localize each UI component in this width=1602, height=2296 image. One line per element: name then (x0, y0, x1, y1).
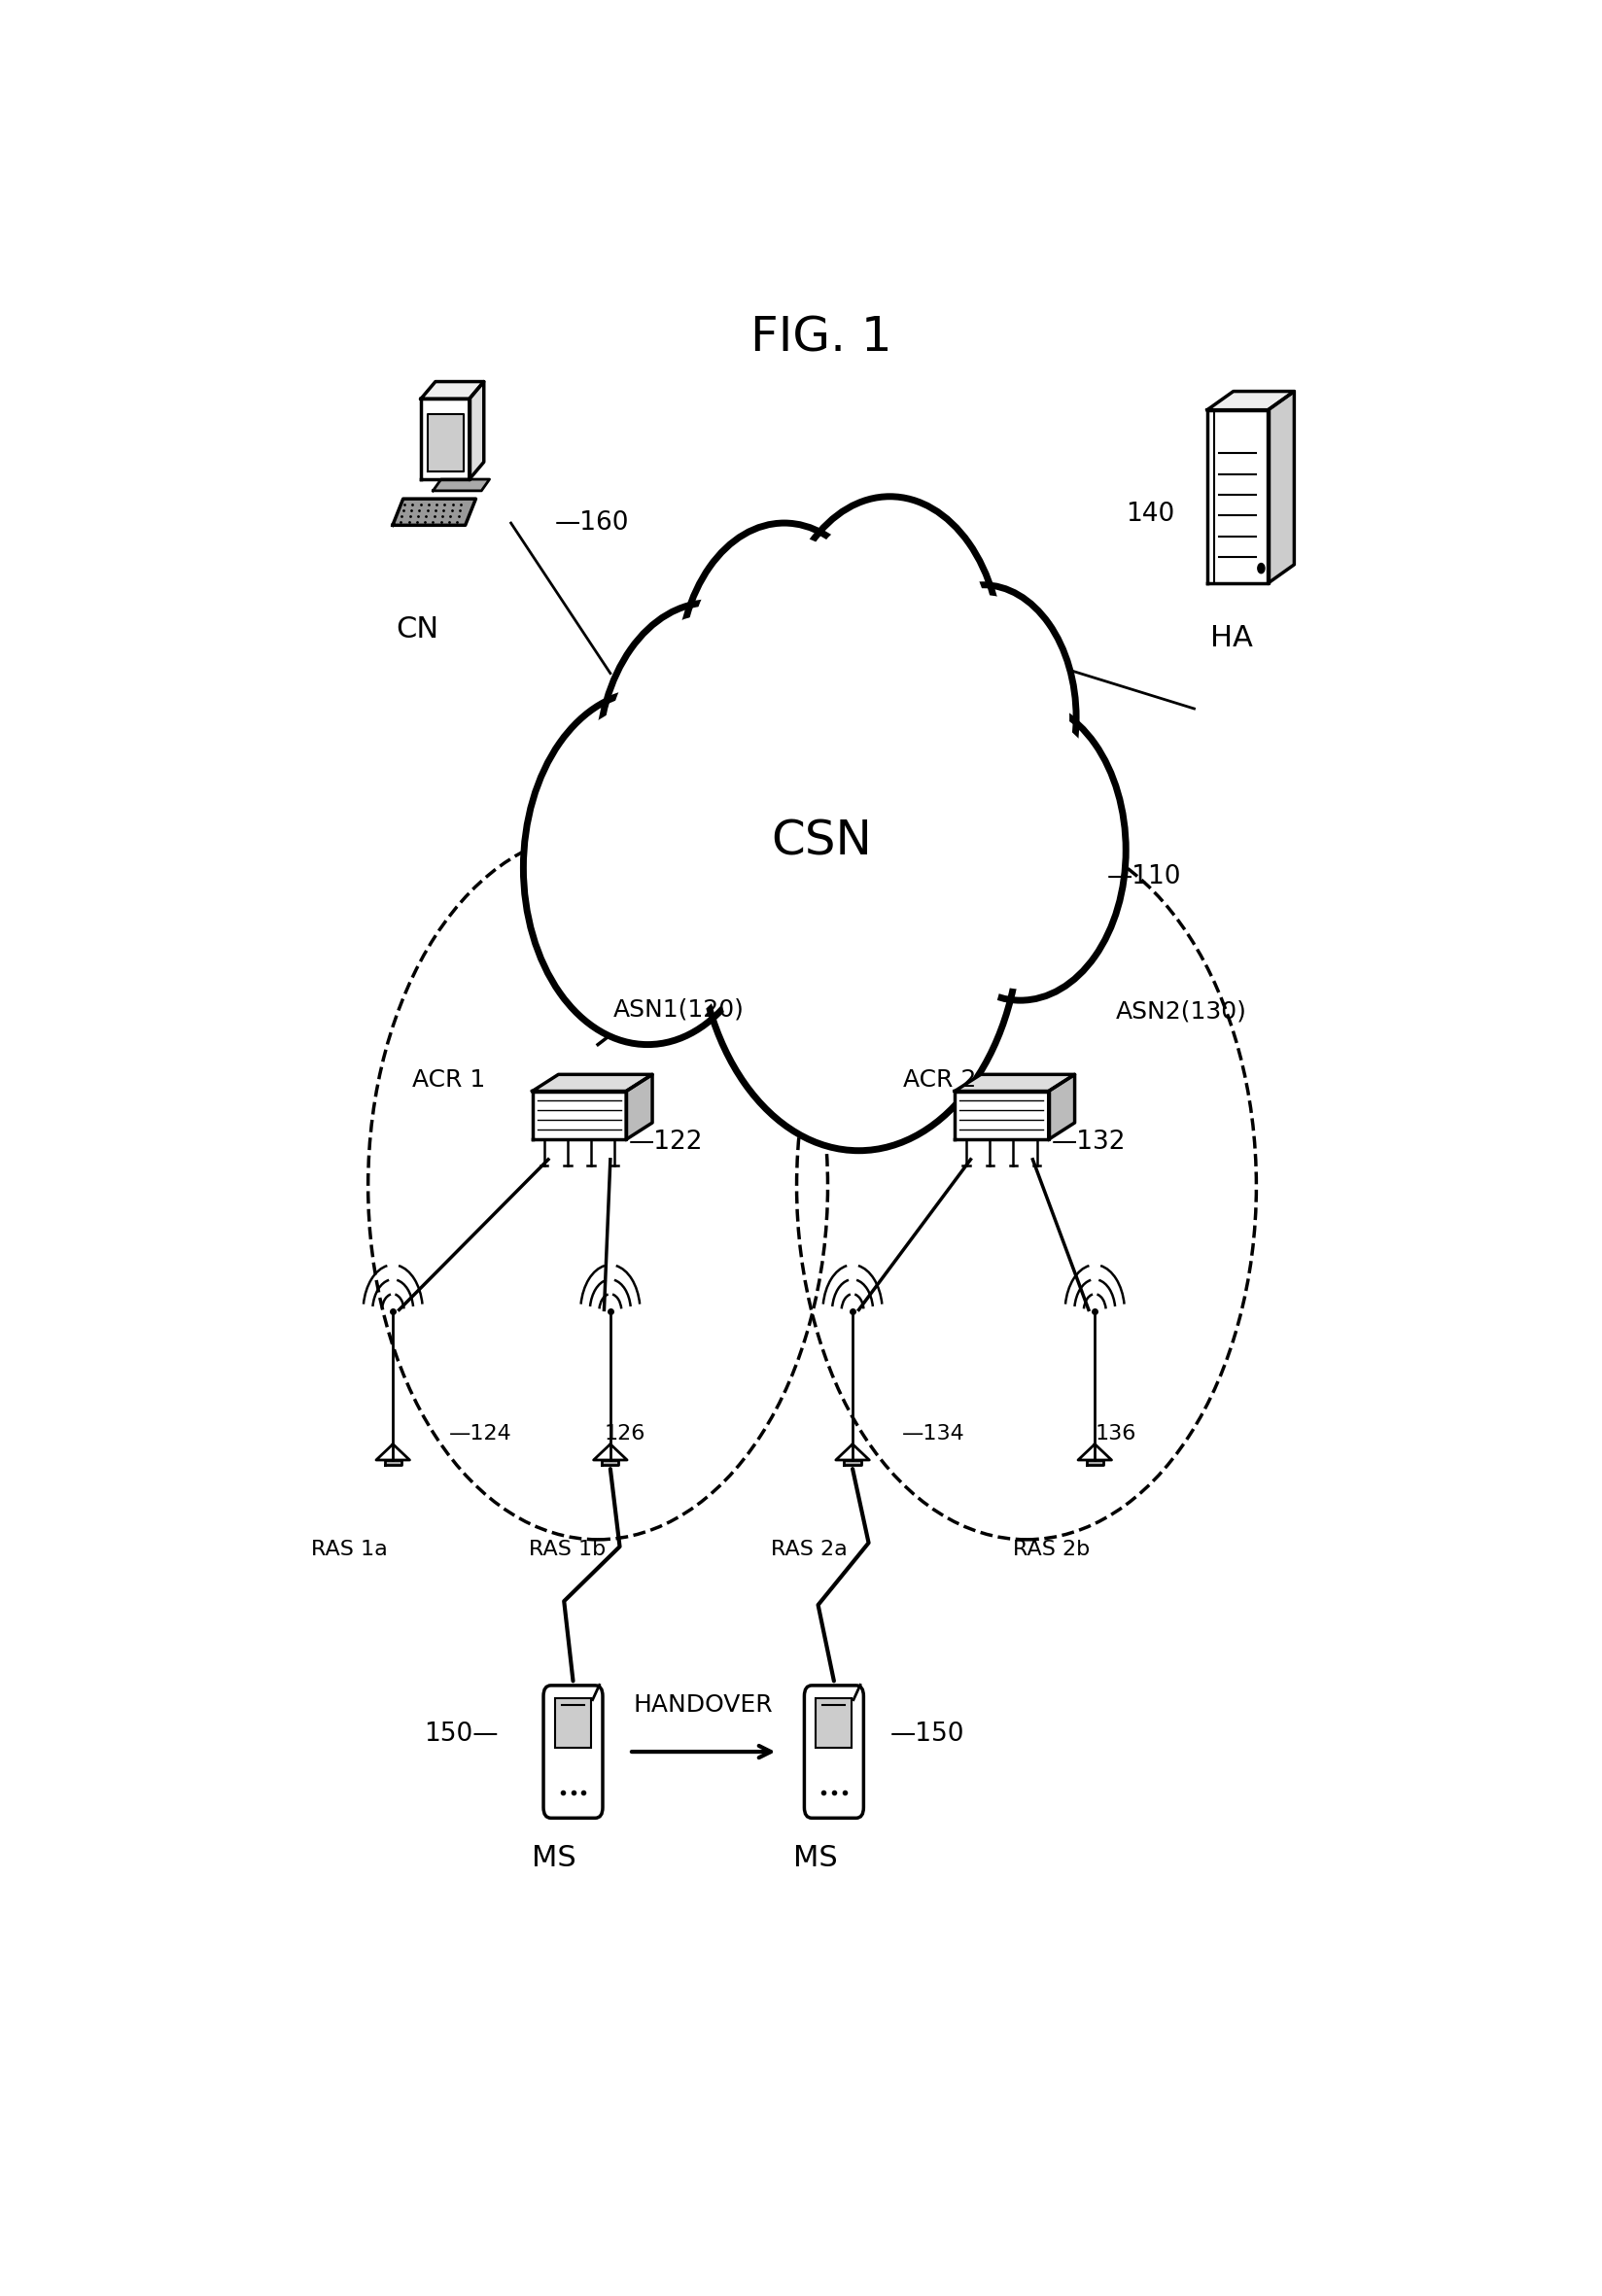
Polygon shape (428, 413, 463, 471)
Text: 150—: 150— (425, 1722, 498, 1747)
Circle shape (697, 691, 1020, 1150)
Circle shape (607, 615, 812, 909)
Text: —134: —134 (902, 1424, 964, 1444)
FancyBboxPatch shape (815, 1699, 851, 1747)
Polygon shape (1048, 1075, 1073, 1139)
Polygon shape (955, 1091, 1048, 1139)
Text: —160: —160 (554, 510, 628, 535)
Circle shape (923, 712, 1117, 987)
Text: MS: MS (793, 1844, 836, 1871)
Polygon shape (1086, 1460, 1102, 1465)
Text: —150: —150 (889, 1722, 964, 1747)
Polygon shape (421, 400, 469, 480)
Circle shape (897, 595, 1069, 840)
FancyBboxPatch shape (543, 1685, 602, 1818)
Text: FIG. 1: FIG. 1 (750, 315, 892, 360)
Polygon shape (1267, 390, 1293, 583)
Text: RAS 2b: RAS 2b (1012, 1541, 1089, 1559)
Circle shape (598, 602, 822, 921)
Polygon shape (593, 1444, 626, 1460)
Polygon shape (532, 1091, 626, 1139)
Polygon shape (433, 480, 489, 491)
Polygon shape (626, 1075, 652, 1139)
Polygon shape (1206, 390, 1293, 411)
FancyBboxPatch shape (554, 1699, 591, 1747)
Circle shape (1258, 563, 1264, 574)
Text: RAS 1b: RAS 1b (529, 1541, 606, 1559)
Circle shape (533, 705, 761, 1031)
Circle shape (710, 709, 1006, 1132)
Text: ACR 2: ACR 2 (902, 1068, 976, 1091)
Circle shape (889, 585, 1075, 850)
Text: —124: —124 (449, 1424, 511, 1444)
FancyBboxPatch shape (804, 1685, 863, 1818)
Text: 140: 140 (1125, 501, 1174, 526)
Polygon shape (835, 1444, 868, 1460)
Polygon shape (421, 381, 484, 400)
Text: HA: HA (1210, 625, 1253, 652)
Text: ASN2(130): ASN2(130) (1115, 999, 1246, 1022)
Text: —132: —132 (1051, 1130, 1125, 1155)
Polygon shape (469, 381, 484, 480)
Text: MS: MS (532, 1844, 577, 1871)
Polygon shape (955, 1075, 1073, 1091)
Text: —122: —122 (628, 1130, 703, 1155)
Circle shape (687, 535, 881, 810)
Circle shape (787, 510, 992, 801)
Circle shape (915, 700, 1125, 1001)
Polygon shape (384, 1460, 400, 1465)
Text: CN: CN (396, 615, 439, 643)
Text: HANDOVER: HANDOVER (633, 1692, 772, 1717)
Circle shape (678, 523, 889, 824)
Polygon shape (1206, 411, 1267, 583)
Text: 126: 126 (604, 1424, 646, 1444)
Polygon shape (532, 1075, 652, 1091)
Circle shape (777, 496, 1001, 815)
Text: RAS 2a: RAS 2a (771, 1541, 847, 1559)
Text: RAS 1a: RAS 1a (311, 1541, 388, 1559)
Text: ASN1(120): ASN1(120) (612, 996, 743, 1022)
Polygon shape (392, 498, 476, 526)
Polygon shape (844, 1460, 860, 1465)
Polygon shape (1078, 1444, 1110, 1460)
Text: 136: 136 (1094, 1424, 1136, 1444)
Text: CSN: CSN (771, 817, 871, 866)
Polygon shape (376, 1444, 410, 1460)
Text: —110: —110 (1107, 863, 1181, 889)
Polygon shape (602, 1460, 618, 1465)
Text: ACR 1: ACR 1 (412, 1068, 485, 1091)
Circle shape (522, 691, 772, 1045)
